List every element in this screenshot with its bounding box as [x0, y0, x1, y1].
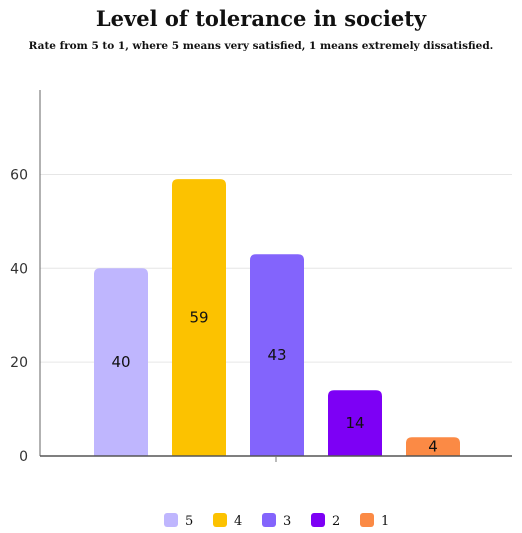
axes: 0 20 40 60	[10, 90, 512, 465]
legend-label-1: 1	[381, 514, 389, 529]
legend: 5 4 3 2 1	[164, 513, 389, 529]
chart-subtitle: Rate from 5 to 1, where 5 means very sat…	[28, 40, 494, 52]
legend-swatch-2	[311, 513, 325, 527]
y-tick-label-20: 20	[10, 355, 28, 371]
legend-label-4: 4	[234, 514, 242, 529]
data-label-3: 43	[267, 346, 286, 364]
legend-swatch-4	[213, 513, 227, 527]
bars: 40 59 43 14 4	[94, 179, 460, 456]
legend-label-3: 3	[283, 514, 291, 529]
y-tick-label-60: 60	[10, 167, 28, 183]
y-tick-label-0: 0	[19, 449, 28, 465]
data-label-5: 40	[111, 353, 130, 371]
data-label-4: 59	[189, 309, 208, 327]
bar-5	[94, 268, 148, 456]
bar-3	[250, 254, 304, 456]
bar-4	[172, 179, 226, 456]
bar-1	[406, 437, 460, 456]
legend-label-2: 2	[332, 514, 340, 529]
legend-swatch-5	[164, 513, 178, 527]
chart-title: Level of tolerance in society	[95, 6, 427, 31]
legend-swatch-1	[360, 513, 374, 527]
data-label-2: 14	[345, 414, 364, 432]
legend-label-5: 5	[185, 514, 193, 529]
data-label-1: 4	[428, 438, 438, 456]
legend-swatch-3	[262, 513, 276, 527]
bar-2	[328, 390, 382, 456]
y-tick-label-40: 40	[10, 261, 28, 277]
